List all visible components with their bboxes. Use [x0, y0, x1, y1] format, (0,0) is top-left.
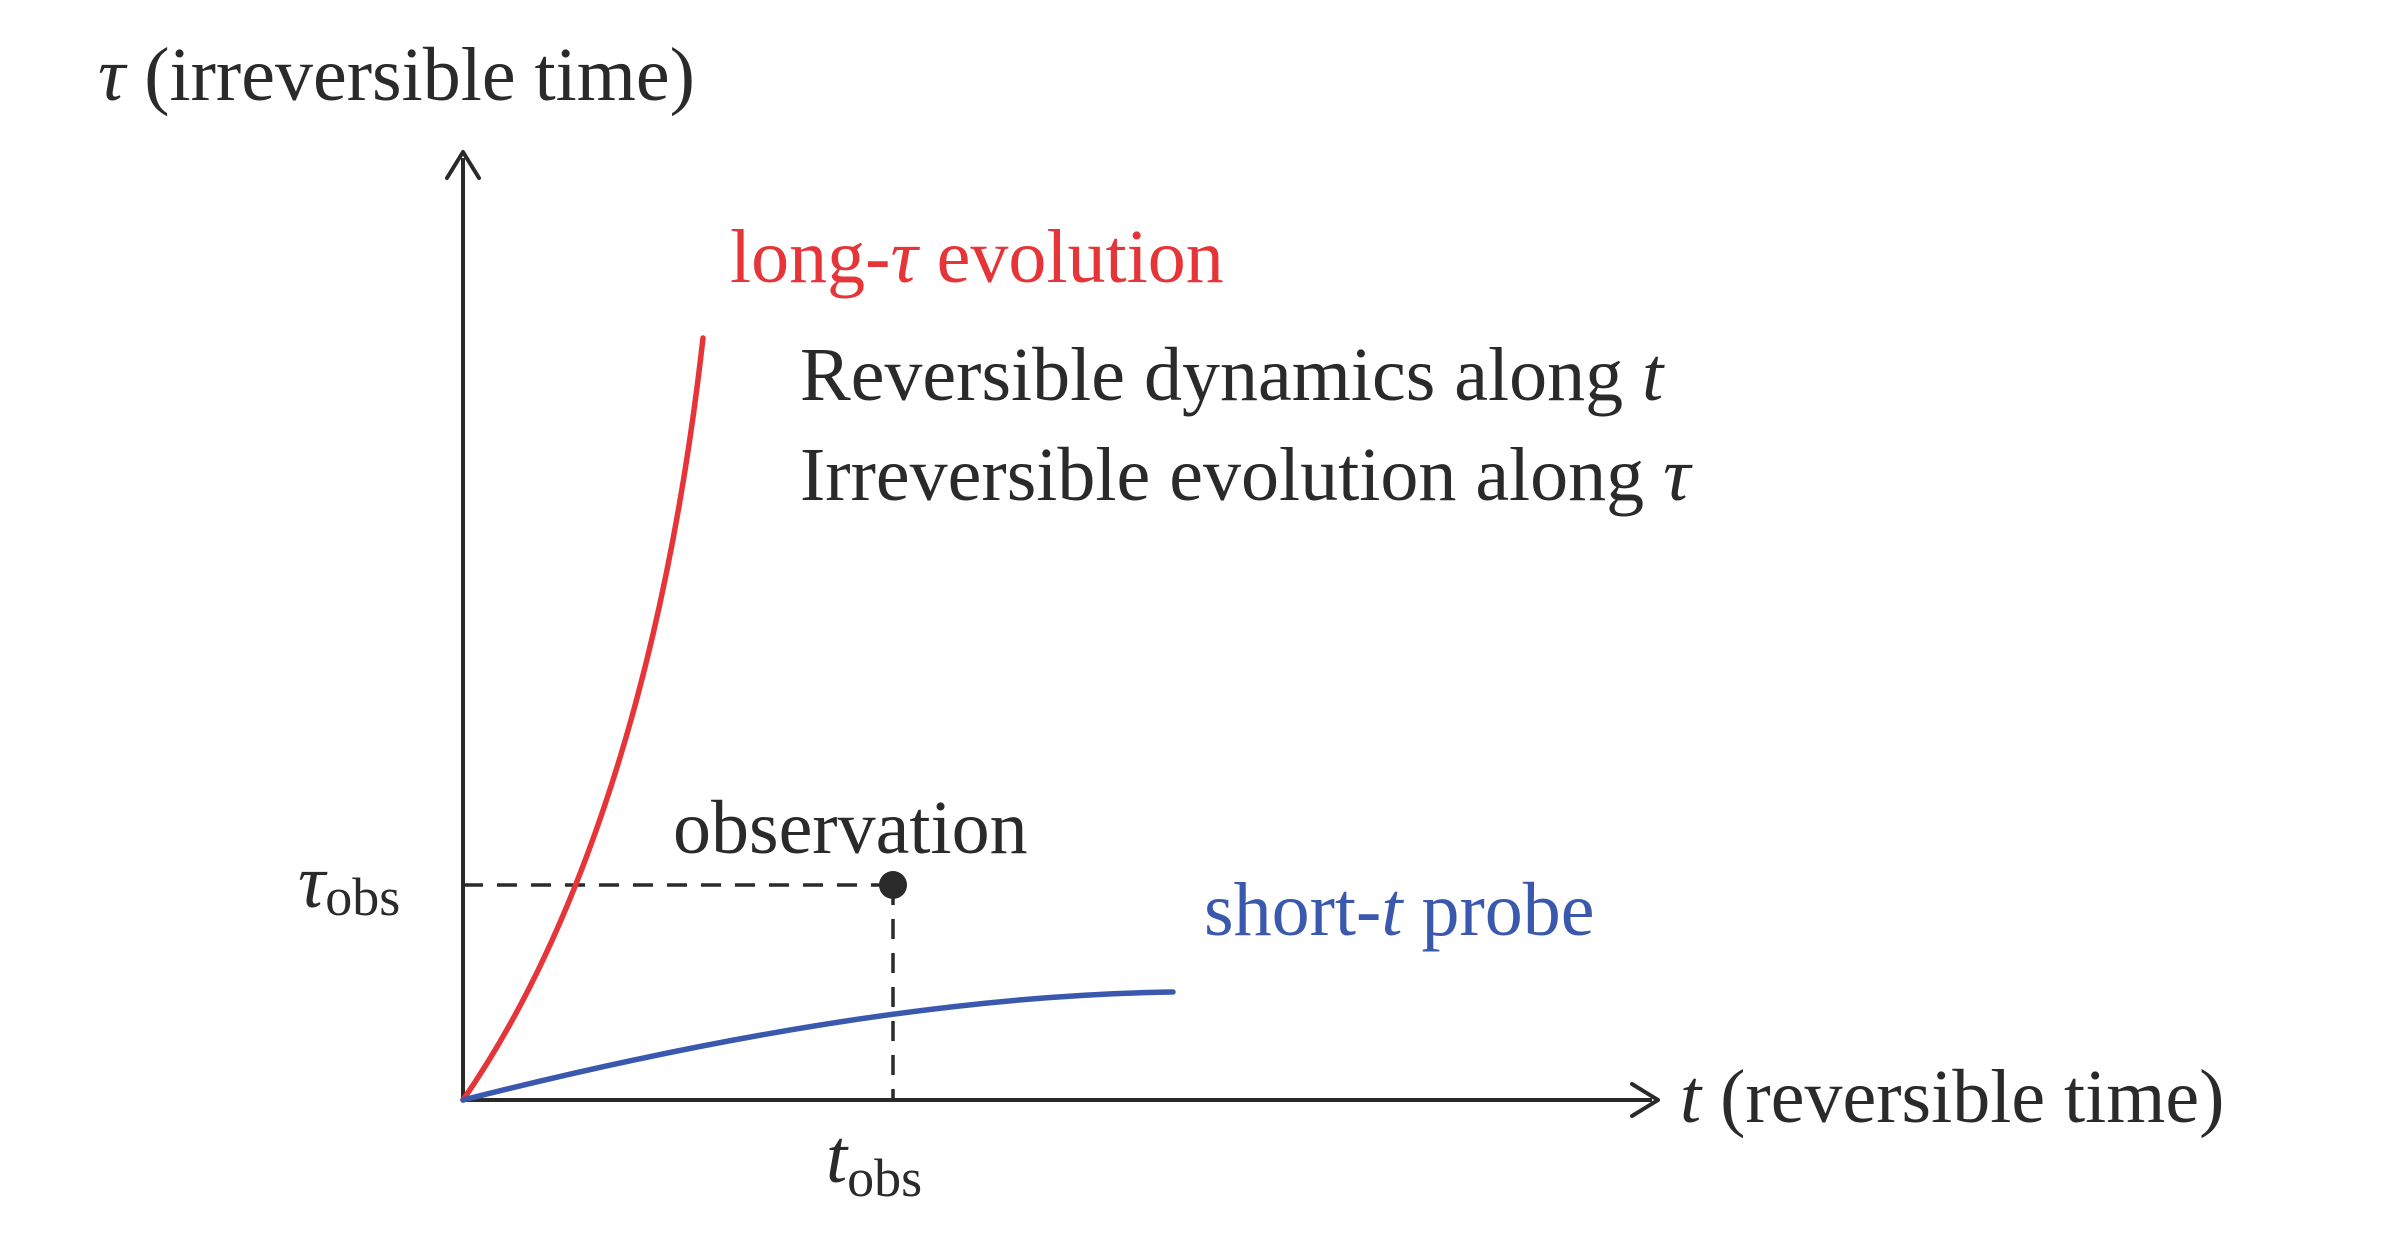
- tau-obs-symbol: τ: [298, 840, 328, 924]
- note-line1-text: Reversible dynamics along: [800, 333, 1642, 417]
- t-obs-subscript: obs: [847, 1148, 922, 1208]
- observation-point: [879, 871, 907, 899]
- tau-obs-subscript: obs: [325, 867, 400, 927]
- x-axis-arrowhead: [1630, 1082, 1660, 1118]
- x-axis-label: t (reversible time): [1680, 1055, 2224, 1139]
- short-t-label-suffix: probe: [1402, 868, 1594, 952]
- t-obs-label: tobs: [826, 1115, 922, 1208]
- long-tau-curve: [460, 335, 706, 1103]
- long-tau-label-suffix: evolution: [918, 215, 1224, 299]
- note-line2-text: Irreversible evolution along: [800, 433, 1663, 517]
- short-t-label-prefix: short-: [1204, 868, 1381, 952]
- short-t-curve: [460, 989, 1176, 1103]
- y-axis-label-text: (irreversible time): [125, 33, 695, 117]
- y-axis-symbol: τ: [98, 33, 128, 117]
- short-t-label-symbol: t: [1381, 868, 1404, 952]
- long-tau-label-prefix: long-: [730, 215, 890, 299]
- y-axis-label: τ (irreversible time): [98, 33, 695, 117]
- observation-label: observation: [673, 786, 1028, 870]
- note-line1-symbol: t: [1642, 333, 1665, 417]
- tau-obs-label: τobs: [298, 840, 400, 927]
- note-irreversible-evolution: Irreversible evolution along τ: [800, 433, 1693, 517]
- long-tau-label: long-τ evolution: [730, 215, 1224, 299]
- x-axis-label-text: (reversible time): [1701, 1055, 2224, 1139]
- x-axis-symbol: t: [1680, 1055, 1703, 1139]
- long-tau-label-symbol: τ: [890, 215, 920, 299]
- note-reversible-dynamics: Reversible dynamics along t: [800, 333, 1665, 417]
- y-axis-arrowhead: [445, 150, 481, 180]
- t-obs-symbol: t: [826, 1115, 849, 1199]
- short-t-label: short-t probe: [1204, 868, 1594, 952]
- note-line2-symbol: τ: [1663, 433, 1693, 517]
